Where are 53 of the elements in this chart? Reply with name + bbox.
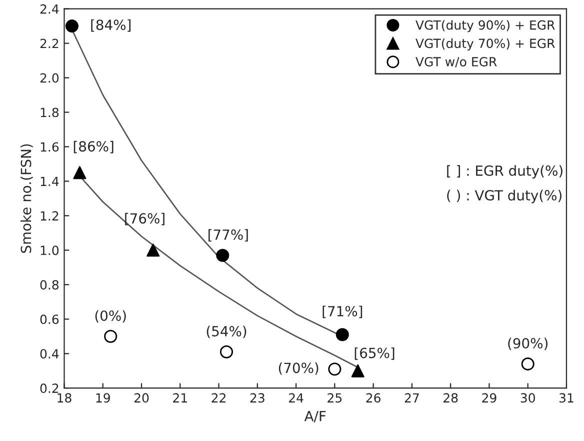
x-tick-label: 19: [96, 393, 110, 403]
point: [73, 166, 86, 180]
x-tick-label: 24: [289, 393, 304, 402]
annotation: [77%]: [208, 229, 248, 242]
annotation: (0%): [95, 310, 126, 323]
y-tick-label: 0.2: [40, 384, 58, 394]
y-tick-label: 0.4: [40, 349, 59, 359]
y-axis-title: Smoke no.(FSN): [20, 144, 33, 253]
x-axis-title: A/F: [304, 411, 326, 422]
x-tick-label: 18: [58, 393, 72, 403]
point: [216, 248, 230, 262]
annotation: [84%]: [91, 19, 131, 32]
point: [146, 244, 160, 257]
y-tick-label: 2.2: [40, 38, 58, 48]
x-tick-label: 26: [366, 393, 380, 403]
point: [351, 364, 364, 378]
y-tick-label: 1.8: [40, 108, 59, 118]
annotation: [71%]: [322, 306, 362, 318]
legend-label: VGT w/o EGR: [416, 56, 497, 68]
x-tick-label: 23: [250, 393, 264, 403]
point: [328, 362, 342, 376]
point: [336, 328, 349, 342]
y-tick-label: 2.0: [40, 73, 59, 83]
x-tick-label: 28: [444, 393, 458, 403]
point: [104, 330, 118, 343]
annotation: (70%): [278, 362, 318, 375]
point: [220, 345, 234, 358]
annotation: ( ) : VGT duty(%): [447, 190, 562, 204]
y-tick-label: 1.2: [40, 211, 58, 220]
annotation: [65%]: [354, 347, 394, 360]
legend-label: VGT(duty 70%) + EGR: [416, 38, 555, 51]
y-tick-label: 0.8: [40, 280, 59, 290]
annotation: [76%]: [125, 212, 164, 226]
x-tick-label: 27: [404, 393, 419, 402]
x-tick-label: 30: [520, 393, 535, 403]
y-tick-label: 1.0: [40, 246, 59, 256]
y-tick-label: 2.4: [40, 4, 59, 14]
point: [521, 357, 534, 370]
x-tick-label: 20: [134, 393, 149, 403]
x-tick-label: 21: [173, 393, 187, 402]
x-tick-label: 29: [482, 393, 496, 403]
x-tick-label: 22: [212, 393, 226, 402]
x-tick-label: 31: [559, 393, 574, 403]
y-tick-label: 1.6: [40, 142, 59, 152]
annotation: (90%): [508, 338, 548, 350]
annotation: [ ] : EGR duty(%): [447, 165, 562, 179]
x-tick-label: 25: [328, 393, 342, 403]
annotation: (54%): [206, 326, 246, 338]
y-tick-label: 1.4: [40, 176, 59, 186]
point: [65, 20, 78, 33]
annotation: [86%]: [74, 140, 114, 154]
legend-label: VGT(duty 90%) + EGR: [416, 20, 555, 32]
y-tick-label: 0.6: [40, 314, 59, 324]
